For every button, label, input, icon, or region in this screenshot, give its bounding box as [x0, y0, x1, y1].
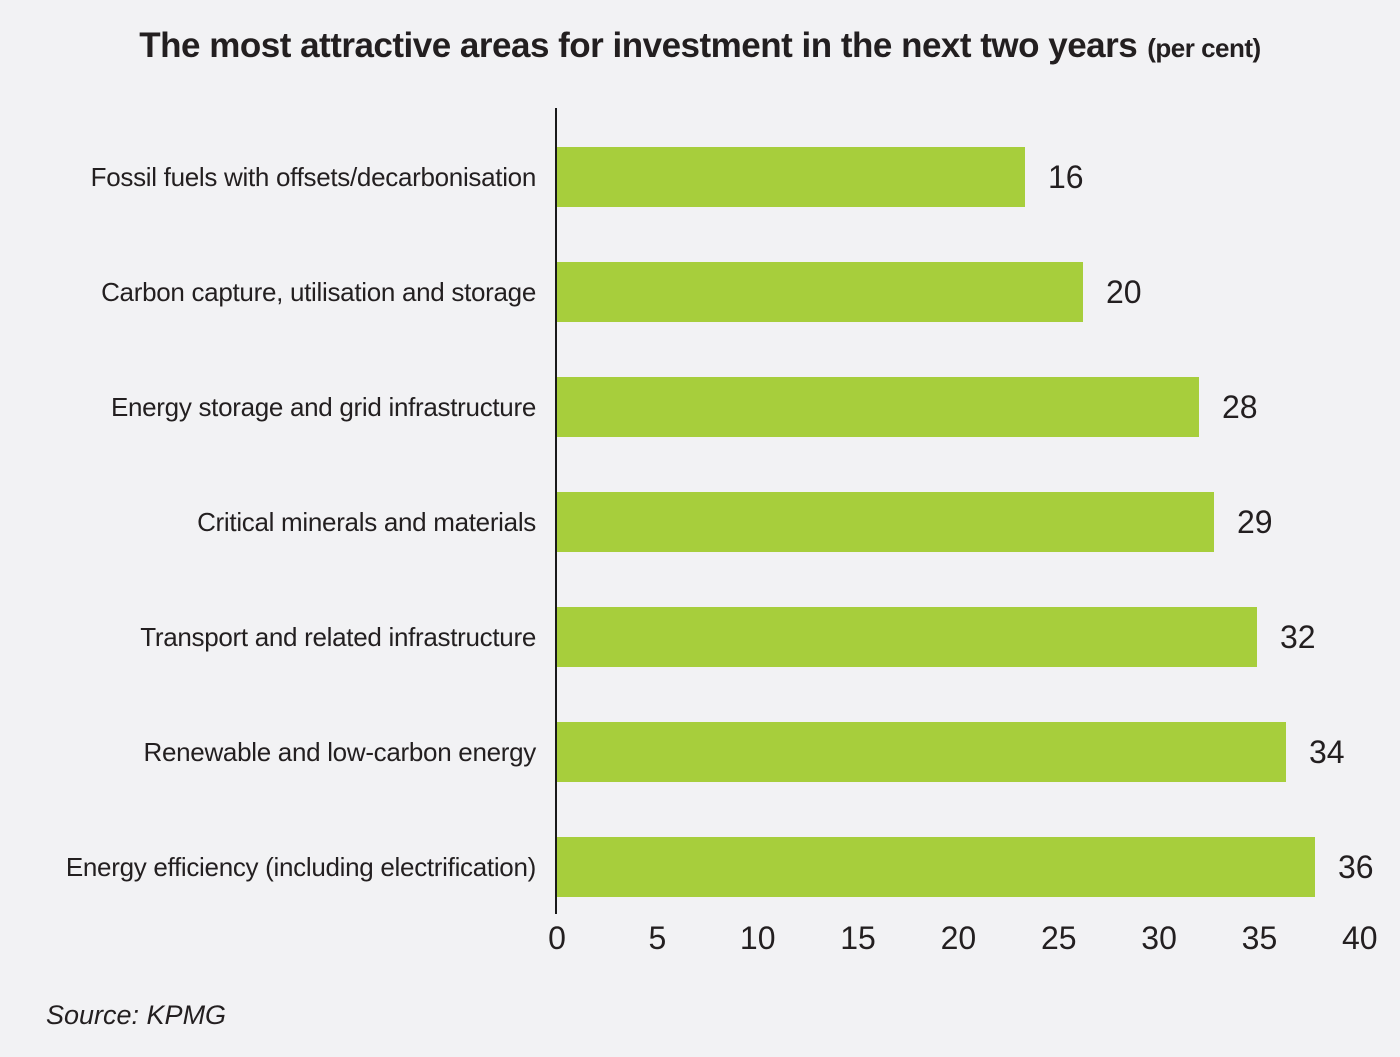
value-label: 28	[1222, 389, 1258, 425]
x-tick-label: 25	[1040, 920, 1077, 956]
bar	[557, 607, 1257, 667]
bar	[557, 377, 1199, 437]
value-label: 16	[1048, 159, 1084, 195]
x-tick-label: 20	[940, 920, 977, 956]
chart-title-suffix: (per cent)	[1147, 33, 1261, 63]
chart-title-main: The most attractive areas for investment…	[139, 26, 1138, 65]
value-label: 20	[1106, 274, 1142, 310]
category-label: Transport and related infrastructure	[140, 622, 536, 652]
x-tick-label: 30	[1141, 920, 1177, 956]
bar	[557, 837, 1315, 897]
x-tick-label: 0	[548, 920, 566, 956]
source-note: Source: KPMG	[46, 1000, 227, 1030]
category-label: Critical minerals and materials	[197, 507, 536, 537]
x-tick-label: 40	[1342, 920, 1378, 956]
chart-title: The most attractive areas for investment…	[0, 26, 1400, 66]
value-label: 34	[1309, 734, 1345, 770]
value-label: 32	[1280, 619, 1316, 655]
category-label: Carbon capture, utilisation and storage	[101, 277, 536, 307]
category-label: Fossil fuels with offsets/decarbonisatio…	[90, 162, 537, 192]
x-tick-label: 5	[648, 920, 667, 956]
x-tick-label: 15	[840, 920, 876, 956]
bar	[557, 262, 1083, 322]
y-axis-line	[555, 108, 557, 914]
category-label: Energy efficiency (including electrifica…	[65, 852, 536, 882]
value-label: 29	[1237, 504, 1273, 540]
bar	[557, 147, 1025, 207]
x-tick-label: 10	[739, 920, 776, 956]
value-label: 36	[1338, 849, 1374, 885]
category-label: Energy storage and grid infrastructure	[110, 392, 536, 422]
category-label: Renewable and low-carbon energy	[143, 737, 536, 767]
bar	[557, 722, 1286, 782]
x-tick-label: 35	[1241, 920, 1278, 956]
bar	[557, 492, 1214, 552]
